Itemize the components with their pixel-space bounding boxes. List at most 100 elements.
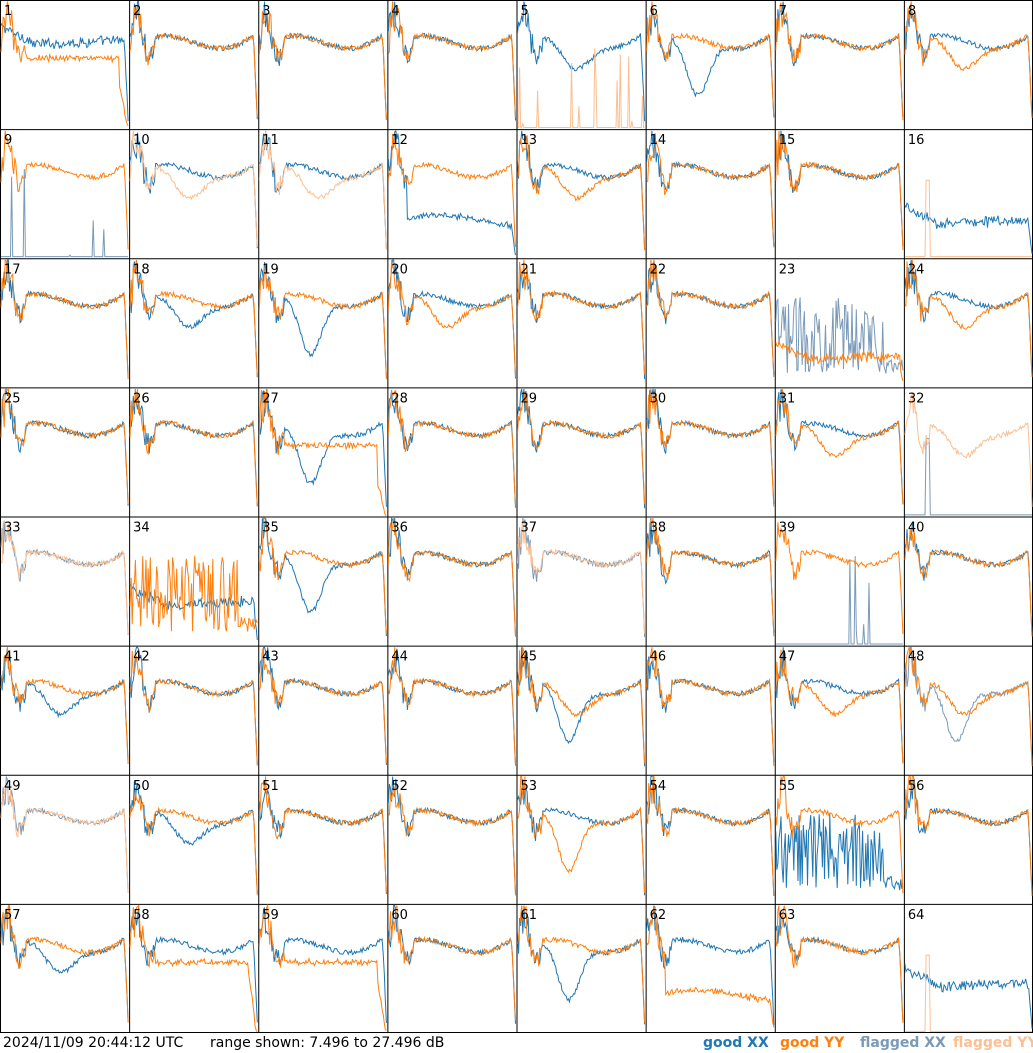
panel-label: 57: [4, 908, 21, 923]
panel-12: 12: [387, 129, 516, 256]
series-yy-panel-21: [517, 259, 646, 375]
panel-31: 31: [775, 388, 904, 505]
series-yy-panel-20: [387, 259, 516, 377]
series-yy-panel-25: [0, 387, 129, 504]
series-yy-panel-29: [517, 391, 646, 505]
panel-43: 43: [258, 646, 387, 766]
series-yy-panel-15: [775, 130, 904, 250]
panel-label: 49: [4, 779, 21, 794]
panel-label: 26: [133, 391, 150, 406]
panel-32: 32: [904, 391, 1033, 516]
panel-label: 14: [650, 133, 667, 148]
panel-47: 47: [775, 647, 904, 764]
series-xx-panel-41: [0, 647, 129, 764]
panel-24: 24: [904, 259, 1033, 378]
series-yy-panel-33: [0, 521, 129, 634]
panel-42: 42: [129, 646, 258, 766]
series-yy-panel-41: [0, 647, 129, 764]
panel-22: 22: [646, 259, 775, 378]
panel-56: 56: [904, 775, 1033, 896]
panel-19: 19: [258, 262, 387, 380]
series-xx-panel-11: [258, 130, 387, 249]
panel-35: 35: [258, 517, 387, 637]
series-yy-panel-26: [129, 388, 258, 507]
panel-36: 36: [387, 516, 516, 637]
panel-23: 23: [775, 262, 904, 382]
series-yy-panel-31: [775, 388, 904, 505]
series-xx-panel-50: [129, 780, 258, 894]
series-yy-panel-58: [129, 904, 258, 1033]
series-xx-panel-3: [258, 1, 387, 120]
series-xx-panel-12: [387, 129, 516, 256]
panel-52: 52: [387, 776, 516, 896]
series-xx-panel-21: [517, 269, 646, 380]
series-xx-panel-53: [517, 779, 646, 896]
panel-label: 55: [779, 779, 796, 794]
series-xx-panel-64: [904, 963, 1033, 1029]
series-yy-panel-35: [258, 517, 387, 634]
series-xx-panel-54: [646, 775, 775, 896]
series-yy-panel-54: [646, 775, 775, 896]
series-yy-panel-36: [387, 518, 516, 637]
panel-label: 51: [262, 779, 279, 794]
panel-13: 13: [517, 130, 646, 251]
panel-62: 62: [646, 905, 775, 1028]
panel-53: 53: [517, 775, 646, 896]
panel-40: 40: [904, 521, 1033, 637]
panel-label: 35: [262, 521, 279, 536]
series-yy-panel-34: [129, 555, 258, 632]
panel-label: 45: [521, 650, 538, 665]
series-xx-panel-44: [387, 648, 516, 766]
panel-8: 8: [904, 1, 1033, 118]
series-yy-panel-30: [646, 388, 775, 507]
series-yy-panel-3: [258, 11, 387, 121]
series-xx-panel-17: [0, 259, 129, 377]
panel-4: 4: [387, 1, 516, 121]
series-xx-panel-4: [387, 1, 516, 121]
panel-label: 24: [908, 262, 925, 277]
series-yy-panel-7: [775, 2, 904, 121]
panel-label: 12: [391, 133, 408, 148]
series-yy-panel-43: [258, 648, 387, 764]
series-yy-panel-64: [904, 954, 1032, 1032]
series-yy-panel-11: [258, 130, 387, 250]
legend-good-yy: good YY: [780, 1035, 845, 1051]
series-xx-panel-5: [517, 1, 646, 122]
series-xx-panel-19: [258, 262, 387, 378]
panel-label: 56: [908, 779, 925, 794]
footer: 2024/11/09 20:44:12 UTC range shown: 7.4…: [0, 1033, 1033, 1053]
panel-label: 15: [779, 133, 796, 148]
series-xx-panel-63: [775, 916, 904, 1021]
panel-50: 50: [129, 779, 258, 896]
legend-flagged-yy: flagged YY: [953, 1035, 1033, 1051]
panel-label: 52: [391, 779, 408, 794]
panel-label: 61: [521, 908, 538, 923]
series-xx-panel-37: [517, 517, 646, 638]
series-xx-panel-20: [387, 259, 516, 379]
panel-label: 17: [4, 262, 21, 277]
series-xx-panel-26: [129, 388, 258, 507]
series-xx-panel-1: [0, 22, 129, 122]
panel-label: 9: [4, 133, 12, 148]
panel-44: 44: [387, 647, 516, 766]
panel-57: 57: [0, 904, 129, 1023]
series-yy-panel-27: [258, 389, 387, 516]
panel-label: 39: [779, 521, 796, 536]
panel-45: 45: [517, 647, 646, 767]
panel-label: 22: [650, 262, 667, 277]
series-yy-panel-28: [387, 389, 516, 507]
panel-9: 9: [0, 130, 129, 258]
panel-54: 54: [646, 775, 775, 896]
series-yy-panel-49: [0, 783, 129, 893]
panel-label: 58: [133, 908, 150, 923]
series-yy-panel-38: [646, 518, 775, 637]
series-yy-panel-44: [387, 647, 516, 766]
legend-flagged-xx: flagged XX: [860, 1035, 946, 1051]
panel-label: 42: [133, 650, 150, 665]
panel-label: 54: [650, 779, 667, 794]
series-xx-panel-52: [387, 776, 516, 895]
panel-26: 26: [129, 388, 258, 507]
panel-60: 60: [387, 905, 516, 1024]
panel-49: 49: [0, 776, 129, 893]
panel-label: 64: [908, 908, 925, 923]
